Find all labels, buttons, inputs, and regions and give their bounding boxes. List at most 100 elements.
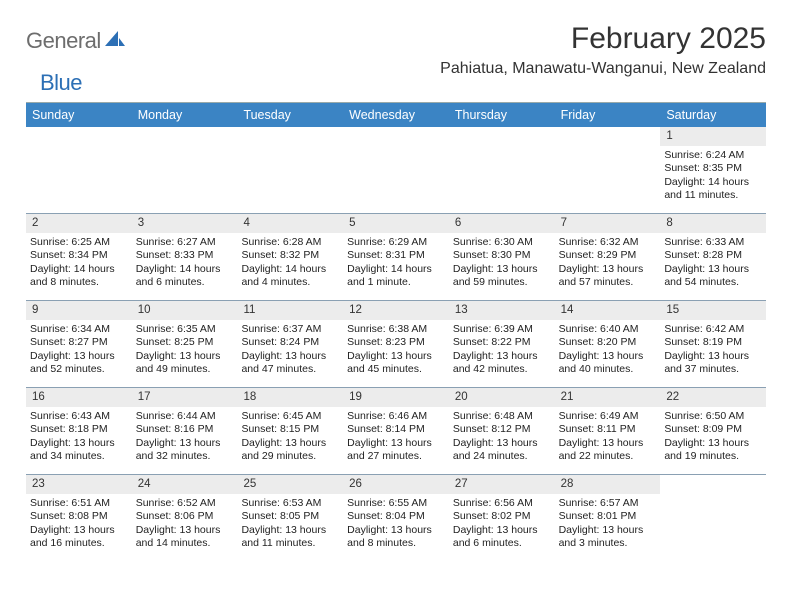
day-sunrise: Sunrise: 6:27 AM bbox=[136, 236, 234, 249]
day-sunrise: Sunrise: 6:42 AM bbox=[664, 323, 762, 336]
dow-monday: Monday bbox=[132, 103, 238, 127]
day-cell: 14Sunrise: 6:40 AMSunset: 8:20 PMDayligh… bbox=[555, 301, 661, 387]
day-sunset: Sunset: 8:19 PM bbox=[664, 336, 762, 349]
day-sunrise: Sunrise: 6:57 AM bbox=[559, 497, 657, 510]
day-number: 21 bbox=[555, 388, 661, 407]
day-sunrise: Sunrise: 6:46 AM bbox=[347, 410, 445, 423]
day-number: 15 bbox=[660, 301, 766, 320]
day-cell: 6 Sunrise: 6:30 AMSunset: 8:30 PMDaylight… bbox=[449, 214, 555, 300]
day-sunrise: Sunrise: 6:48 AM bbox=[453, 410, 551, 423]
day-sunrise: Sunrise: 6:40 AM bbox=[559, 323, 657, 336]
day-daylight: Daylight: 13 hours and 45 minutes. bbox=[347, 350, 445, 377]
day-number: 25 bbox=[237, 475, 343, 494]
day-number: 6 bbox=[449, 214, 555, 233]
day-sunset: Sunset: 8:02 PM bbox=[453, 510, 551, 523]
day-sunrise: Sunrise: 6:38 AM bbox=[347, 323, 445, 336]
dow-friday: Friday bbox=[555, 103, 661, 127]
day-sunrise: Sunrise: 6:24 AM bbox=[664, 149, 762, 162]
day-daylight: Daylight: 13 hours and 6 minutes. bbox=[453, 524, 551, 551]
day-daylight: Daylight: 13 hours and 42 minutes. bbox=[453, 350, 551, 377]
day-daylight: Daylight: 14 hours and 11 minutes. bbox=[664, 176, 762, 203]
day-number: 3 bbox=[132, 214, 238, 233]
day-sunset: Sunset: 8:29 PM bbox=[559, 249, 657, 262]
day-sunrise: Sunrise: 6:29 AM bbox=[347, 236, 445, 249]
day-daylight: Daylight: 13 hours and 37 minutes. bbox=[664, 350, 762, 377]
day-sunrise: Sunrise: 6:33 AM bbox=[664, 236, 762, 249]
day-sunrise: Sunrise: 6:37 AM bbox=[241, 323, 339, 336]
day-cell: 26Sunrise: 6:55 AMSunset: 8:04 PMDayligh… bbox=[343, 475, 449, 561]
day-daylight: Daylight: 14 hours and 6 minutes. bbox=[136, 263, 234, 290]
day-sunrise: Sunrise: 6:35 AM bbox=[136, 323, 234, 336]
day-cell bbox=[660, 475, 766, 561]
day-sunset: Sunset: 8:31 PM bbox=[347, 249, 445, 262]
day-number: 4 bbox=[237, 214, 343, 233]
day-sunrise: Sunrise: 6:43 AM bbox=[30, 410, 128, 423]
day-sunset: Sunset: 8:08 PM bbox=[30, 510, 128, 523]
day-cell: 27Sunrise: 6:56 AMSunset: 8:02 PMDayligh… bbox=[449, 475, 555, 561]
day-cell: 3Sunrise: 6:27 AMSunset: 8:33 PMDaylight… bbox=[132, 214, 238, 300]
day-daylight: Daylight: 13 hours and 16 minutes. bbox=[30, 524, 128, 551]
day-sunset: Sunset: 8:20 PM bbox=[559, 336, 657, 349]
logo: General bbox=[26, 22, 128, 54]
day-cell: 20Sunrise: 6:48 AMSunset: 8:12 PMDayligh… bbox=[449, 388, 555, 474]
day-cell: 7Sunrise: 6:32 AMSunset: 8:29 PMDaylight… bbox=[555, 214, 661, 300]
day-daylight: Daylight: 13 hours and 59 minutes. bbox=[453, 263, 551, 290]
day-cell: 11Sunrise: 6:37 AMSunset: 8:24 PMDayligh… bbox=[237, 301, 343, 387]
day-sunrise: Sunrise: 6:30 AM bbox=[453, 236, 551, 249]
day-number: 23 bbox=[26, 475, 132, 494]
day-daylight: Daylight: 13 hours and 11 minutes. bbox=[241, 524, 339, 551]
dow-tuesday: Tuesday bbox=[237, 103, 343, 127]
day-daylight: Daylight: 13 hours and 24 minutes. bbox=[453, 437, 551, 464]
title-block: February 2025 Pahiatua, Manawatu-Wanganu… bbox=[440, 22, 766, 78]
day-daylight: Daylight: 13 hours and 8 minutes. bbox=[347, 524, 445, 551]
calendar-page: General February 2025 Pahiatua, Manawatu… bbox=[0, 0, 792, 571]
day-sunset: Sunset: 8:11 PM bbox=[559, 423, 657, 436]
day-sunrise: Sunrise: 6:49 AM bbox=[559, 410, 657, 423]
day-sunset: Sunset: 8:23 PM bbox=[347, 336, 445, 349]
day-number: 27 bbox=[449, 475, 555, 494]
day-number: 11 bbox=[237, 301, 343, 320]
day-number: 10 bbox=[132, 301, 238, 320]
day-number: 19 bbox=[343, 388, 449, 407]
day-daylight: Daylight: 13 hours and 49 minutes. bbox=[136, 350, 234, 377]
day-daylight: Daylight: 13 hours and 52 minutes. bbox=[30, 350, 128, 377]
day-number: 2 bbox=[26, 214, 132, 233]
day-sunrise: Sunrise: 6:34 AM bbox=[30, 323, 128, 336]
day-daylight: Daylight: 13 hours and 54 minutes. bbox=[664, 263, 762, 290]
day-cell bbox=[237, 127, 343, 213]
day-daylight: Daylight: 13 hours and 14 minutes. bbox=[136, 524, 234, 551]
day-number: 22 bbox=[660, 388, 766, 407]
day-cell: 2Sunrise: 6:25 AMSunset: 8:34 PMDaylight… bbox=[26, 214, 132, 300]
day-daylight: Daylight: 13 hours and 3 minutes. bbox=[559, 524, 657, 551]
dow-sunday: Sunday bbox=[26, 103, 132, 127]
day-sunset: Sunset: 8:04 PM bbox=[347, 510, 445, 523]
day-cell: 4Sunrise: 6:28 AMSunset: 8:32 PMDaylight… bbox=[237, 214, 343, 300]
day-sunset: Sunset: 8:18 PM bbox=[30, 423, 128, 436]
week-row: 16Sunrise: 6:43 AMSunset: 8:18 PMDayligh… bbox=[26, 388, 766, 475]
logo-sail-icon bbox=[104, 29, 126, 54]
day-cell bbox=[449, 127, 555, 213]
day-number: 7 bbox=[555, 214, 661, 233]
day-sunset: Sunset: 8:15 PM bbox=[241, 423, 339, 436]
day-number: 13 bbox=[449, 301, 555, 320]
week-row: 23Sunrise: 6:51 AMSunset: 8:08 PMDayligh… bbox=[26, 475, 766, 561]
day-sunrise: Sunrise: 6:45 AM bbox=[241, 410, 339, 423]
weeks-container: 1Sunrise: 6:24 AMSunset: 8:35 PMDaylight… bbox=[26, 127, 766, 561]
day-number: 12 bbox=[343, 301, 449, 320]
day-sunrise: Sunrise: 6:52 AM bbox=[136, 497, 234, 510]
day-daylight: Daylight: 13 hours and 32 minutes. bbox=[136, 437, 234, 464]
day-cell: 28Sunrise: 6:57 AMSunset: 8:01 PMDayligh… bbox=[555, 475, 661, 561]
day-cell: 13Sunrise: 6:39 AMSunset: 8:22 PMDayligh… bbox=[449, 301, 555, 387]
day-cell: 18Sunrise: 6:45 AMSunset: 8:15 PMDayligh… bbox=[237, 388, 343, 474]
day-cell: 10Sunrise: 6:35 AMSunset: 8:25 PMDayligh… bbox=[132, 301, 238, 387]
day-cell: 5Sunrise: 6:29 AMSunset: 8:31 PMDaylight… bbox=[343, 214, 449, 300]
day-sunset: Sunset: 8:30 PM bbox=[453, 249, 551, 262]
day-sunset: Sunset: 8:09 PM bbox=[664, 423, 762, 436]
day-daylight: Daylight: 14 hours and 8 minutes. bbox=[30, 263, 128, 290]
day-number: 24 bbox=[132, 475, 238, 494]
day-cell: 1Sunrise: 6:24 AMSunset: 8:35 PMDaylight… bbox=[660, 127, 766, 213]
day-cell: 22Sunrise: 6:50 AMSunset: 8:09 PMDayligh… bbox=[660, 388, 766, 474]
day-sunrise: Sunrise: 6:28 AM bbox=[241, 236, 339, 249]
calendar-grid: Sunday Monday Tuesday Wednesday Thursday… bbox=[26, 103, 766, 561]
day-daylight: Daylight: 13 hours and 40 minutes. bbox=[559, 350, 657, 377]
